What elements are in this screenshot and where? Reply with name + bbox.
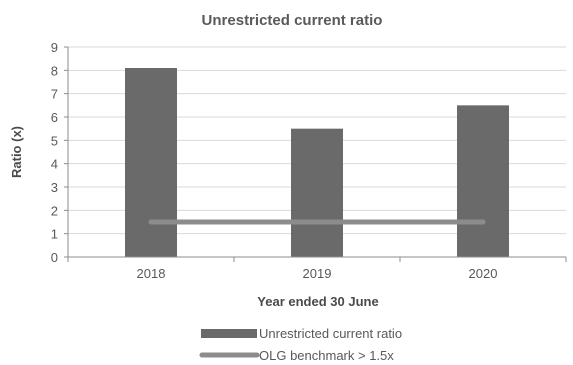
- legend: Unrestricted current ratio OLG benchmark …: [199, 326, 402, 363]
- legend-label-line: OLG benchmark > 1.5x: [259, 348, 394, 363]
- legend-label-bar: Unrestricted current ratio: [259, 326, 402, 341]
- y-tick-label: 1: [51, 227, 58, 242]
- axes: [64, 46, 567, 262]
- bar-2018: [125, 68, 177, 257]
- y-axis-title: Ratio (x): [9, 126, 24, 178]
- y-tick-label: 5: [51, 133, 58, 148]
- y-tick-label: 6: [51, 110, 58, 125]
- chart-title: Unrestricted current ratio: [202, 12, 383, 29]
- x-tick-label: 2019: [303, 266, 332, 281]
- bars: [125, 68, 509, 257]
- x-tick-labels: 2018 2019 2020: [137, 266, 498, 281]
- y-tick-labels: 0 1 2 3 4 5 6 7 8 9: [51, 40, 58, 265]
- x-tick-label: 2018: [137, 266, 166, 281]
- bar-2019: [291, 128, 343, 257]
- y-tick-label: 3: [51, 180, 58, 195]
- x-tick-label: 2020: [469, 266, 498, 281]
- y-tick-label: 2: [51, 203, 58, 218]
- y-tick-label: 9: [51, 40, 58, 55]
- y-tick-label: 4: [51, 157, 58, 172]
- x-axis-title: Year ended 30 June: [257, 294, 378, 309]
- bar-2020: [457, 105, 509, 257]
- y-tick-label: 8: [51, 63, 58, 78]
- y-tick-label: 7: [51, 87, 58, 102]
- legend-swatch-bar: [201, 329, 257, 338]
- y-tick-label: 0: [51, 250, 58, 265]
